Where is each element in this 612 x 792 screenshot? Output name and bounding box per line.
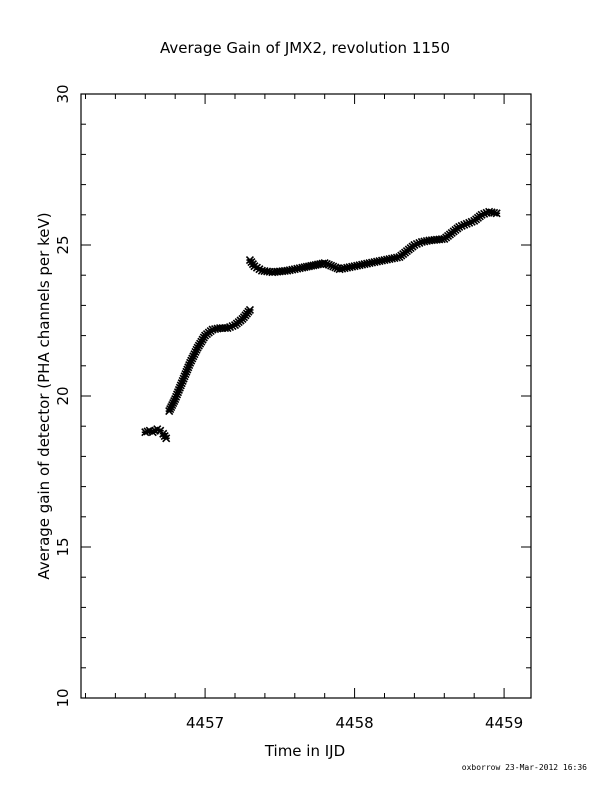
chart-title: Average Gain of JMX2, revolution 1150 — [160, 39, 450, 57]
data-point — [492, 209, 501, 218]
plot-frame — [80, 93, 532, 699]
data-series — [141, 207, 501, 443]
x-tick-label: 4457 — [186, 714, 224, 732]
y-axis-label: Average gain of detector (PHA channels p… — [35, 212, 53, 579]
footer-timestamp: oxborrow 23-Mar-2012 16:36 — [462, 763, 587, 772]
y-tick-label: 30 — [54, 84, 72, 103]
x-tick-label: 4458 — [335, 714, 373, 732]
y-tick-labels: 10 15 20 25 30 — [54, 84, 72, 707]
data-point — [162, 434, 171, 443]
y-axis — [81, 93, 531, 699]
y-tick-label: 15 — [54, 537, 72, 556]
x-axis-label: Time in IJD — [264, 742, 345, 760]
data-point — [245, 305, 255, 314]
x-axis — [84, 94, 505, 698]
y-tick-label: 20 — [54, 386, 72, 405]
y-tick-label: 25 — [54, 235, 72, 254]
x-tick-label: 4459 — [485, 714, 523, 732]
x-tick-labels: 4457 4458 4459 — [186, 714, 523, 732]
y-tick-label: 10 — [54, 688, 72, 707]
